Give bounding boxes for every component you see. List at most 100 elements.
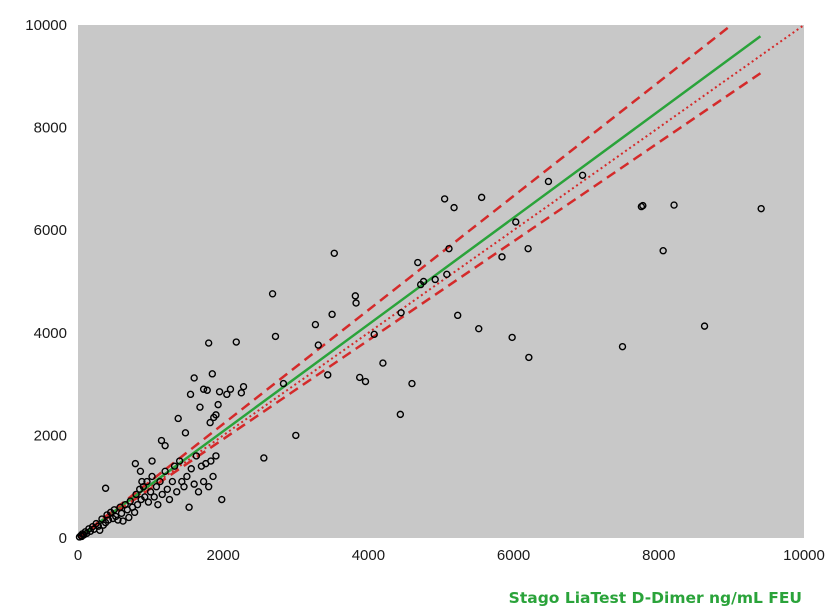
scatter-point — [215, 388, 224, 396]
data-points — [75, 171, 765, 541]
x-tick-label: 8000 — [642, 547, 675, 564]
scatter-point — [361, 377, 370, 386]
scatter-point — [199, 477, 208, 486]
scatter-point — [204, 339, 213, 347]
scatter-point — [453, 311, 462, 320]
scatter-point — [156, 477, 164, 486]
y-tick-label: 0 — [59, 530, 67, 547]
scatter-point — [512, 218, 520, 226]
scatter-point — [185, 503, 193, 511]
scatter-point — [161, 441, 169, 450]
scatter-point — [181, 429, 190, 437]
scatter-point — [223, 390, 231, 399]
scatter-point — [154, 500, 162, 509]
x-tick-label: 4000 — [352, 547, 385, 564]
scatter-point — [757, 204, 765, 213]
scatter-point — [419, 277, 428, 286]
x-tick-label: 0 — [74, 547, 82, 564]
scatter-point — [370, 330, 378, 339]
scatter-point — [148, 457, 156, 465]
scatter-point — [150, 493, 158, 501]
scatter-point — [396, 410, 405, 419]
scatter-point — [397, 309, 405, 317]
scatter-point — [271, 332, 280, 341]
scatter-point — [208, 370, 217, 378]
scatter-point — [279, 379, 288, 388]
x-tick-label: 2000 — [207, 547, 240, 564]
scatter-point — [130, 508, 139, 517]
scatter-point — [450, 203, 458, 212]
scatter-point — [196, 403, 204, 411]
scatter-point — [158, 490, 166, 499]
scatter-point — [330, 249, 338, 257]
scatter-point — [670, 201, 678, 209]
scatter-point — [119, 517, 127, 525]
scatter-point — [351, 292, 360, 300]
scatter-point — [146, 488, 155, 496]
scatter-point — [239, 382, 248, 391]
scatter-point — [618, 342, 627, 351]
scatter-point — [237, 389, 246, 397]
scatter-point — [96, 526, 104, 535]
scatter-point — [477, 193, 486, 202]
scatter-point — [659, 247, 667, 255]
scatter-point — [186, 390, 195, 399]
scatter-point — [190, 374, 198, 382]
scatter-point — [232, 338, 240, 346]
scatter-point — [148, 472, 156, 481]
scatter-point — [157, 436, 166, 445]
scatter-point — [212, 452, 220, 460]
scatter-point — [498, 253, 506, 261]
y-axis-tick-labels: 0 2000 4000 6000 8000 10000 — [25, 17, 67, 547]
y-tick-label: 4000 — [34, 325, 67, 342]
scatter-point — [292, 431, 300, 440]
scatter-point — [204, 483, 213, 491]
scatter-point — [101, 484, 110, 492]
scatter-point — [175, 457, 184, 465]
scatter-point — [136, 467, 145, 476]
scatter-point — [440, 195, 449, 203]
scatter-point — [379, 359, 387, 367]
scatter-point — [173, 488, 181, 496]
scatter-point — [218, 495, 226, 504]
scatter-point — [352, 299, 360, 307]
scatter-point — [700, 322, 709, 330]
scatter-point — [192, 452, 201, 460]
scatter-point — [508, 333, 516, 342]
scatter-point — [132, 490, 140, 499]
scatter-point — [268, 290, 277, 298]
y-tick-label: 10000 — [25, 17, 67, 34]
identity-line — [78, 25, 804, 538]
scatter-point — [544, 177, 553, 186]
scatter-point — [180, 483, 188, 491]
scatter-point — [475, 324, 483, 333]
y-tick-label: 8000 — [34, 120, 67, 137]
scatter-point — [110, 506, 119, 514]
x-axis-tick-labels: 0 2000 4000 6000 8000 10000 — [74, 547, 825, 564]
scatter-point — [168, 477, 177, 486]
scatter-point — [260, 454, 268, 462]
y-tick-label: 6000 — [34, 222, 67, 239]
scatter-point — [314, 341, 323, 349]
scatter-point — [161, 467, 169, 476]
scatter-point — [443, 270, 451, 279]
scatter-point — [165, 495, 174, 504]
scatter-point — [104, 516, 113, 524]
scatter-point — [170, 462, 179, 470]
scatter-point — [126, 497, 134, 505]
scatter-point — [94, 522, 103, 530]
scatter-point — [212, 411, 220, 419]
scatter-point — [524, 244, 532, 253]
scatter-point — [187, 465, 195, 473]
scatter-point — [639, 201, 647, 210]
scatter-point — [355, 373, 364, 382]
lower-limit-line — [78, 72, 762, 538]
scatter-point — [207, 457, 215, 465]
scatter-point — [152, 483, 161, 491]
scatter-point — [324, 371, 332, 379]
scatter-point — [226, 385, 235, 393]
scatter-point — [114, 516, 122, 524]
scatter-point — [445, 244, 453, 253]
scatter-point — [163, 485, 171, 493]
